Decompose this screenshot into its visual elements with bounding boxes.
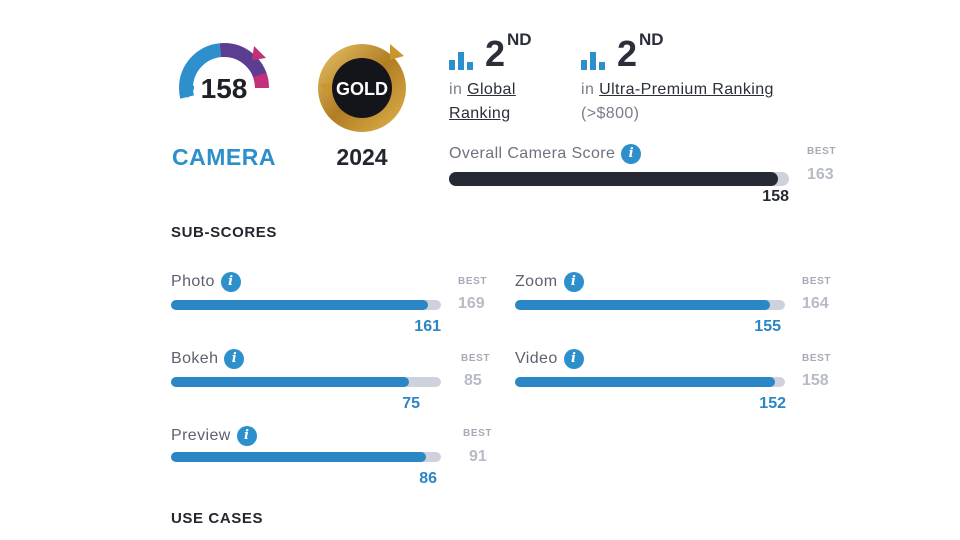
subscore-bar [171,452,441,462]
subscore-bar [171,377,441,387]
best-label: BEST [458,276,488,287]
subscore-best: 85 [464,372,482,389]
subscore-bar-fill [171,452,427,462]
info-icon[interactable]: i [224,349,245,369]
use-cases-heading: USE CASES [171,510,264,527]
subscore-bar [171,300,441,310]
global-ranking-link-line2[interactable]: Ranking [449,105,511,122]
subscore-bar [515,300,785,310]
subscore-name: Video [515,350,558,367]
subscore-best: 169 [458,295,485,312]
info-icon[interactable]: i [563,272,584,292]
ultra-premium-ranking: 2 ND in Ultra-Premium Ranking (>$800) [581,30,774,126]
bokeh-subscore: Bokeh i BEST 85 75 [171,347,489,417]
gold-label-badge: GOLD 2024 [306,38,418,170]
preview-subscore: Preview i BEST 91 86 [171,424,491,494]
best-label: BEST [807,146,837,157]
overall-camera-score: Overall Camera Score i BEST 163 158 [449,142,839,205]
global-rank-prefix: in [449,81,463,98]
zoom-subscore: Zoom i BEST 164 155 [515,270,830,340]
subscore-value: 75 [402,395,420,412]
overall-score-value: 158 [762,188,789,205]
camera-badge-ring-icon: 158 [179,43,269,133]
price-segment-note: (>$800) [581,105,640,122]
subscore-name: Zoom [515,273,558,290]
subscore-best: 164 [802,295,829,312]
subscore-value: 152 [759,395,786,412]
best-label: BEST [802,276,832,287]
video-subscore: Video i BEST 158 152 [515,347,830,417]
ultra-premium-ranking-link[interactable]: Ultra-Premium Ranking [599,81,774,98]
gold-badge-text: GOLD [336,79,388,99]
sub-scores-heading: SUB-SCORES [171,224,278,241]
info-icon[interactable]: i [563,349,584,369]
subscore-bar-fill [515,300,771,310]
premium-rank-suffix: ND [639,30,664,49]
bar-chart-icon [449,52,473,70]
subscore-bar-fill [515,377,775,387]
subscore-name: Preview [171,427,231,444]
best-label: BEST [802,353,832,364]
premium-rank-number: 2 [617,33,638,74]
subscore-bar-fill [171,300,429,310]
subscore-value: 86 [419,470,437,487]
subscore-best: 91 [469,448,487,465]
subscore-best: 158 [802,372,829,389]
subscore-name: Bokeh [171,350,219,367]
subscore-value: 161 [414,318,441,335]
global-rank-suffix: ND [507,30,532,49]
subscore-value: 155 [754,318,781,335]
global-ranking-link[interactable]: Global [467,81,516,98]
premium-rank-prefix: in [581,81,595,98]
subscore-bar [515,377,785,387]
bar-chart-icon [581,52,605,70]
camera-score-badge: 158 CAMERA [168,38,280,170]
info-icon[interactable]: i [621,144,642,164]
overall-score-label: Overall Camera Score [449,145,616,162]
subscore-bar-fill [171,377,410,387]
info-icon[interactable]: i [220,272,241,292]
overall-score-bar-fill [449,172,779,186]
camera-badge-score: 158 [201,73,248,104]
camera-badge-label: CAMERA [172,144,276,170]
best-label: BEST [461,353,491,364]
global-ranking: 2 ND in Global Ranking [449,30,532,126]
info-icon[interactable]: i [236,426,257,446]
best-label: BEST [463,428,493,439]
photo-subscore: Photo i BEST 169 161 [171,270,486,340]
global-rank-number: 2 [485,33,506,74]
overall-best-score: 163 [807,166,834,183]
gold-badge-year: 2024 [336,144,388,170]
gold-badge-icon: GOLD [318,44,406,132]
subscore-name: Photo [171,273,215,290]
overall-score-bar [449,172,789,186]
